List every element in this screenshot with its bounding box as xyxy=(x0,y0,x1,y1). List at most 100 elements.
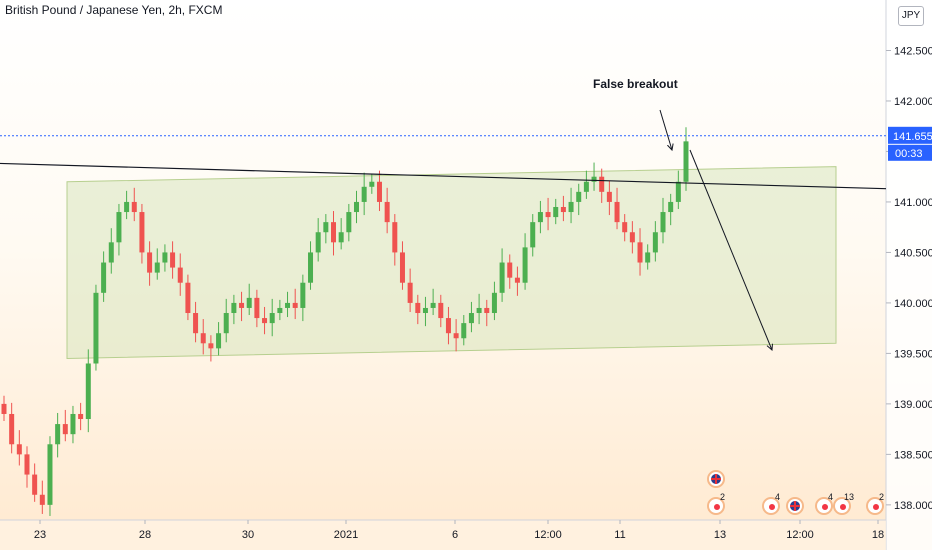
trendline xyxy=(0,162,887,190)
candle xyxy=(1,403,7,414)
candle xyxy=(200,333,206,344)
candle xyxy=(645,252,651,263)
candle xyxy=(415,302,421,314)
candle xyxy=(637,242,643,263)
x-tick-label: 12:00 xyxy=(534,529,562,541)
candle xyxy=(430,302,436,308)
current-price-value: 141.655 xyxy=(893,131,932,143)
countdown-value: 00:33 xyxy=(895,148,923,160)
event-icon[interactable] xyxy=(762,497,780,515)
candle xyxy=(300,282,306,308)
candle xyxy=(216,333,222,349)
candle xyxy=(78,413,84,420)
candle xyxy=(660,212,666,233)
candle xyxy=(9,413,15,445)
event-count: 13 xyxy=(844,492,855,502)
candle xyxy=(208,343,214,349)
x-tick-label: 11 xyxy=(614,529,625,541)
candle xyxy=(668,201,674,213)
candle xyxy=(468,313,474,324)
candle xyxy=(346,212,352,233)
candle xyxy=(32,474,38,495)
event-icon[interactable] xyxy=(815,497,833,515)
candle xyxy=(55,424,61,445)
candle xyxy=(101,262,107,293)
y-tick-label: 139.000 xyxy=(894,399,932,411)
candle xyxy=(606,191,612,202)
currency-badge[interactable]: JPY xyxy=(898,6,924,26)
projection-arrow xyxy=(689,149,772,350)
candle xyxy=(461,323,467,339)
y-tick-label: 142.000 xyxy=(894,96,932,108)
x-tick-label: 6 xyxy=(452,529,458,541)
candle xyxy=(491,292,497,314)
candle xyxy=(384,201,390,223)
y-tick-label: 139.500 xyxy=(894,348,932,360)
candle xyxy=(568,201,574,213)
candle xyxy=(652,232,658,253)
candle xyxy=(177,267,183,283)
candle xyxy=(323,222,329,233)
candle xyxy=(484,307,490,314)
annotation-arrow xyxy=(659,109,672,150)
candle xyxy=(583,181,589,192)
candle xyxy=(231,302,237,314)
candle xyxy=(507,262,513,278)
y-tick-label: 142.500 xyxy=(894,45,932,57)
candle xyxy=(599,176,605,192)
event-icon[interactable] xyxy=(866,497,884,515)
candle xyxy=(537,212,543,223)
candle xyxy=(445,318,451,334)
candle xyxy=(392,222,398,253)
candle xyxy=(246,297,252,308)
x-tick-label: 13 xyxy=(714,529,726,541)
candle xyxy=(453,333,459,339)
x-tick-label: 28 xyxy=(139,529,151,541)
candle xyxy=(315,232,321,253)
candle xyxy=(407,282,413,303)
candle xyxy=(614,201,620,223)
candle xyxy=(629,232,635,243)
candle xyxy=(70,413,76,435)
y-tick-label: 140.000 xyxy=(894,298,932,310)
candle xyxy=(560,206,566,213)
candle xyxy=(16,444,22,455)
candle xyxy=(62,424,68,435)
chart-title: British Pound / Japanese Yen, 2h, FXCM xyxy=(5,3,223,17)
candle xyxy=(376,181,382,202)
candle xyxy=(147,252,153,273)
candle xyxy=(93,292,99,364)
candle xyxy=(116,212,122,243)
time-axis xyxy=(0,520,886,550)
x-tick-label: 23 xyxy=(34,529,46,541)
candle xyxy=(422,307,428,314)
candle xyxy=(361,186,367,202)
candle xyxy=(239,302,245,308)
candle xyxy=(24,454,30,475)
candle xyxy=(223,313,229,334)
candle xyxy=(675,181,681,202)
uk-flag-icon[interactable] xyxy=(786,497,804,515)
candle xyxy=(514,277,520,283)
event-icon[interactable] xyxy=(707,497,725,515)
candle xyxy=(353,201,359,213)
candle xyxy=(622,222,628,233)
candle xyxy=(292,302,298,308)
y-tick-label: 141.000 xyxy=(894,197,932,209)
event-icon[interactable] xyxy=(833,497,851,515)
event-count: 2 xyxy=(879,492,885,502)
candle xyxy=(39,494,45,505)
candle xyxy=(499,262,505,293)
candle xyxy=(576,191,582,202)
candle xyxy=(399,252,405,283)
range-channel xyxy=(66,166,837,359)
y-tick-label: 140.500 xyxy=(894,247,932,259)
candle xyxy=(338,232,344,243)
uk-flag-icon[interactable] xyxy=(707,470,725,488)
candle xyxy=(438,302,444,319)
event-count: 4 xyxy=(828,492,834,502)
x-tick-label: 2021 xyxy=(334,529,358,541)
candle xyxy=(369,181,375,187)
